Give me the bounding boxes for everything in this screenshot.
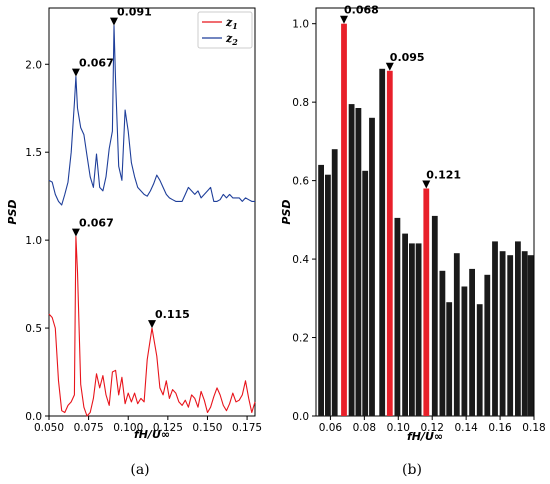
y-ticks-a: 0.0 0.5 1.0 1.5 2.0 bbox=[25, 59, 49, 423]
legend-label-z2: z2 bbox=[225, 32, 238, 47]
bar bbox=[492, 241, 498, 416]
caption-b: (b) bbox=[402, 462, 422, 478]
x-tick-label: 0.06 bbox=[319, 422, 343, 434]
x-tick-label: 0.16 bbox=[488, 422, 512, 434]
y-tick-label: 1.0 bbox=[25, 235, 42, 247]
bar bbox=[355, 108, 362, 416]
panel-a: 0.091 0.067 0.067 0.115 0.050 0.075 0.100 0.12… bbox=[6, 6, 262, 478]
y-tick-label: 0.5 bbox=[25, 323, 42, 335]
peak-marker bbox=[385, 62, 394, 71]
bar bbox=[461, 286, 468, 416]
peak-label: 0.068 bbox=[344, 4, 379, 17]
bar bbox=[527, 255, 534, 416]
x-tick-label: 0.100 bbox=[113, 422, 143, 434]
y-axis-label-b: PSD bbox=[280, 199, 293, 224]
x-tick-label: 0.075 bbox=[74, 422, 104, 434]
peak-marker bbox=[422, 180, 431, 189]
x-ticks-a: 0.050 0.075 0.100 0.125 0.150 0.175 bbox=[34, 416, 262, 434]
bar bbox=[409, 243, 415, 416]
bar bbox=[515, 241, 521, 416]
bar bbox=[362, 170, 369, 416]
peak-label: 0.067 bbox=[79, 217, 114, 230]
x-tick-label: 0.125 bbox=[153, 422, 183, 434]
peak-marker bbox=[339, 15, 348, 24]
bar bbox=[484, 274, 491, 416]
y-tick-label: 0.6 bbox=[292, 176, 309, 188]
bar bbox=[369, 117, 375, 417]
x-ticks-b: 0.06 0.08 0.10 0.12 0.14 0.16 0.18 bbox=[319, 416, 546, 434]
bar bbox=[379, 68, 386, 417]
x-tick-label: 0.14 bbox=[454, 422, 478, 434]
bar bbox=[394, 217, 401, 416]
x-tick-label: 0.18 bbox=[522, 422, 545, 434]
y-tick-label: 2.0 bbox=[25, 59, 42, 71]
bar-highlighted bbox=[423, 188, 430, 416]
legend-a: z1 z2 bbox=[197, 11, 253, 49]
y-tick-label: 1.0 bbox=[292, 19, 309, 31]
series-line-z2 bbox=[48, 25, 255, 206]
bar bbox=[446, 302, 453, 416]
bar bbox=[521, 251, 528, 416]
peak-marker bbox=[148, 320, 156, 329]
bar bbox=[499, 251, 506, 416]
bar bbox=[402, 233, 408, 416]
x-axis-label-a: fH/U∞ bbox=[134, 428, 170, 441]
y-tick-label: 0.2 bbox=[292, 333, 309, 345]
peak-label: 0.091 bbox=[117, 6, 152, 19]
x-tick-label: 0.12 bbox=[421, 422, 444, 434]
bar bbox=[331, 149, 338, 416]
x-tick-label: 0.150 bbox=[192, 422, 222, 434]
bar bbox=[453, 253, 460, 416]
peak-label: 0.095 bbox=[390, 51, 425, 64]
annotations-a: 0.091 0.067 0.067 0.115 bbox=[71, 6, 190, 329]
y-tick-label: 0.0 bbox=[25, 411, 42, 423]
bars-b bbox=[318, 23, 534, 417]
caption-a: (a) bbox=[130, 462, 149, 478]
series-group-a bbox=[48, 25, 256, 417]
bar bbox=[318, 164, 324, 416]
y-tick-label: 0.8 bbox=[292, 97, 309, 109]
peak-marker bbox=[71, 68, 80, 77]
plot-frame-a bbox=[48, 7, 256, 417]
bar bbox=[507, 255, 514, 416]
bar-highlighted bbox=[341, 23, 347, 416]
bar-highlighted bbox=[386, 70, 393, 417]
legend-box bbox=[197, 11, 253, 49]
bar bbox=[439, 270, 446, 416]
y-tick-label: 0.4 bbox=[292, 254, 309, 266]
y-ticks-b: 0.0 0.2 0.4 0.6 0.8 1.0 bbox=[292, 19, 316, 423]
annotations-b: 0.068 0.095 0.121 bbox=[339, 4, 461, 189]
series-line-z1 bbox=[48, 236, 256, 417]
y-axis-label-a: PSD bbox=[6, 199, 19, 224]
bar bbox=[415, 243, 422, 416]
peak-marker bbox=[109, 17, 118, 26]
x-axis-label-b: fH/U∞ bbox=[407, 430, 443, 443]
bar bbox=[431, 215, 438, 416]
x-tick-label: 0.08 bbox=[353, 422, 376, 434]
peak-label: 0.067 bbox=[79, 57, 114, 70]
x-tick-label: 0.10 bbox=[387, 422, 410, 434]
y-tick-label: 0.0 bbox=[292, 411, 309, 423]
legend-label-z1: z1 bbox=[225, 16, 238, 31]
peak-marker bbox=[71, 228, 80, 237]
bar bbox=[348, 104, 355, 416]
bar bbox=[476, 304, 483, 416]
x-tick-label: 0.050 bbox=[34, 422, 64, 434]
peak-label: 0.115 bbox=[155, 308, 190, 321]
peak-label: 0.121 bbox=[426, 168, 461, 181]
panel-b: 0.068 0.095 0.121 0.06 0.08 0.10 0.12 0.14 0.16… bbox=[280, 4, 546, 478]
y-tick-label: 1.5 bbox=[25, 147, 42, 159]
x-tick-label: 0.175 bbox=[232, 422, 262, 434]
bar bbox=[325, 174, 331, 416]
bar bbox=[469, 268, 475, 416]
